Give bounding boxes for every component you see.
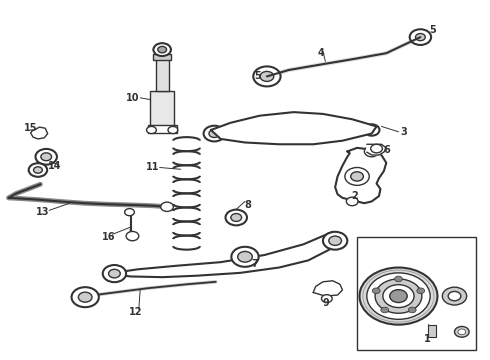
- Circle shape: [383, 285, 414, 307]
- Circle shape: [103, 265, 126, 282]
- Circle shape: [360, 267, 438, 325]
- Bar: [357, 237, 476, 350]
- Circle shape: [448, 292, 461, 301]
- Bar: [147, 125, 177, 133]
- Polygon shape: [114, 232, 343, 277]
- Circle shape: [375, 279, 422, 313]
- Circle shape: [329, 236, 342, 246]
- Text: 12: 12: [128, 307, 142, 317]
- Bar: [153, 54, 171, 60]
- Polygon shape: [335, 148, 386, 203]
- Circle shape: [203, 126, 225, 141]
- Circle shape: [260, 71, 274, 81]
- Circle shape: [372, 288, 380, 294]
- Circle shape: [29, 163, 47, 177]
- Bar: [150, 91, 174, 126]
- Circle shape: [390, 290, 407, 302]
- Polygon shape: [30, 127, 48, 139]
- Circle shape: [323, 232, 347, 249]
- Circle shape: [394, 276, 402, 282]
- Text: 3: 3: [400, 127, 407, 137]
- Text: 7: 7: [251, 259, 258, 269]
- Circle shape: [41, 153, 51, 161]
- Circle shape: [367, 273, 430, 319]
- Text: 16: 16: [102, 232, 115, 242]
- Circle shape: [168, 126, 178, 134]
- Circle shape: [35, 149, 57, 165]
- Circle shape: [381, 307, 389, 313]
- Bar: [428, 325, 437, 337]
- Text: 6: 6: [383, 145, 390, 155]
- Circle shape: [417, 288, 425, 294]
- Circle shape: [124, 208, 134, 216]
- Circle shape: [455, 327, 469, 337]
- Circle shape: [158, 46, 167, 53]
- Text: 2: 2: [351, 191, 358, 201]
- Text: 5: 5: [254, 71, 261, 81]
- Bar: [156, 59, 169, 91]
- Circle shape: [209, 130, 220, 138]
- Text: 11: 11: [146, 162, 159, 172]
- Circle shape: [153, 43, 171, 56]
- Circle shape: [351, 172, 364, 181]
- Circle shape: [408, 307, 416, 313]
- Circle shape: [371, 144, 382, 153]
- Circle shape: [442, 287, 466, 305]
- Circle shape: [321, 295, 332, 302]
- Circle shape: [346, 197, 358, 206]
- Circle shape: [225, 210, 247, 225]
- Text: 9: 9: [322, 298, 329, 308]
- Text: 15: 15: [24, 123, 37, 133]
- Circle shape: [147, 126, 156, 134]
- Text: 8: 8: [244, 200, 251, 210]
- Circle shape: [231, 247, 259, 267]
- Text: 13: 13: [36, 207, 49, 217]
- Text: 10: 10: [126, 93, 140, 103]
- Circle shape: [78, 292, 92, 302]
- Circle shape: [458, 329, 466, 335]
- Circle shape: [345, 167, 369, 185]
- Circle shape: [72, 287, 99, 307]
- Circle shape: [33, 167, 42, 173]
- Circle shape: [253, 66, 281, 86]
- Circle shape: [109, 269, 120, 278]
- Polygon shape: [313, 281, 343, 296]
- Circle shape: [364, 124, 379, 136]
- Text: 5: 5: [429, 25, 436, 35]
- Circle shape: [231, 213, 242, 221]
- Circle shape: [410, 29, 431, 45]
- Text: 14: 14: [48, 161, 62, 171]
- Text: 4: 4: [317, 48, 324, 58]
- Polygon shape: [211, 112, 376, 144]
- Circle shape: [416, 33, 425, 41]
- Polygon shape: [367, 144, 386, 155]
- Text: 1: 1: [424, 334, 431, 344]
- Circle shape: [126, 231, 139, 241]
- Circle shape: [238, 251, 252, 262]
- Circle shape: [365, 146, 379, 157]
- Circle shape: [161, 202, 173, 211]
